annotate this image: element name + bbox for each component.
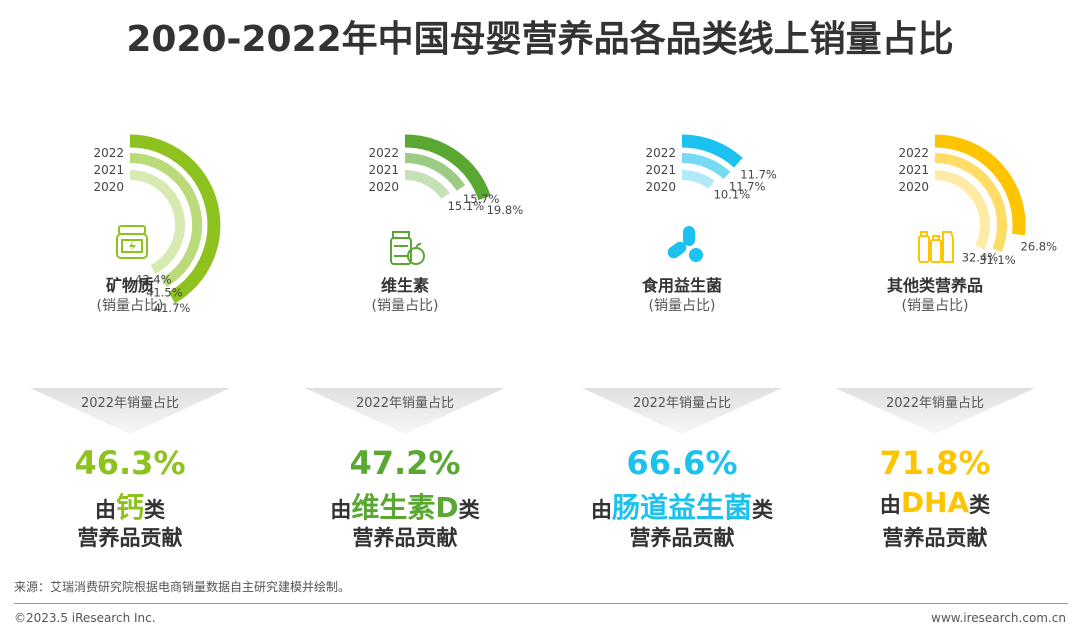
chevron-label: 2022年销量占比 [632,396,732,411]
legend-year: 2020 [645,180,676,194]
arc-2021 [404,152,466,191]
contributor-highlight: 钙 [115,491,144,524]
contributor-prefix: 由 [590,498,612,522]
radial-chart-2: 2022 2021 2020 19.8%15.7%15.1% [368,134,524,217]
contributor-caption: 营养品贡献 [77,526,183,550]
radial-charts: 2022 2021 2020 41.7%41.5%42.4% 2022 2021 2020 1… [93,134,1058,315]
arc-2022 [934,134,1026,236]
value-label-2022: 11.7% [740,168,777,182]
legend-year: 2021 [898,163,929,177]
contributor-prefix: 由 [879,493,901,517]
value-label-2020: 32.4% [962,250,999,264]
contributor-prefix: 由 [330,498,352,522]
legend-year: 2020 [368,180,399,194]
category-name: 矿物质 [105,276,154,295]
value-label-2021: 41.5% [146,286,183,300]
arc-2021 [934,153,1007,252]
capsule-icon [663,222,707,266]
contributor-caption: 营养品贡献 [352,526,458,550]
arc-2021 [681,153,731,180]
value-label-2020: 15.1% [448,199,485,213]
highlight-percentage: 66.6% [626,444,738,482]
contributor-line: 由DHA类 [810,486,1060,519]
category-name: 其他类营养品 [886,276,983,295]
value-label-2022: 41.7% [154,301,191,315]
contributor-suffix: 类 [458,498,480,522]
website-link[interactable]: www.iresearch.com.cn [931,611,1066,625]
value-label-2022: 19.8% [487,203,524,217]
value-label-2021: 11.7% [729,179,766,193]
chevron-down-icon [305,388,505,434]
arc-2022 [681,134,743,168]
legend-year: 2022 [368,146,399,160]
arc-2020 [934,170,990,250]
jar-icon [110,220,154,264]
value-label-2020: 42.4% [135,272,172,286]
arc-2020 [681,170,715,189]
chevron-label: 2022年销量占比 [885,396,985,411]
legend-year: 2021 [645,163,676,177]
legend-year: 2022 [898,146,929,160]
category-name: 维生素 [380,276,429,295]
footer-divider [14,603,1068,604]
category-name: 食用益生菌 [641,276,722,295]
value-label-2022: 26.8% [1021,240,1058,254]
radial-chart-1: 2022 2021 2020 41.7%41.5%42.4% [93,134,221,315]
radial-chart-4: 2022 2021 2020 26.8% 31.1%32.4% [898,134,1058,267]
category-subtitle: (销量占比) [648,298,716,314]
arc-2021 [129,153,203,288]
legend-year: 2022 [645,146,676,160]
contributor-highlight: 肠道益生菌 [611,491,752,524]
arc-2020 [129,170,185,274]
vitamin-bottle-icon [385,226,429,270]
category-subtitle: (销量占比) [96,298,164,314]
contributor-caption: 营养品贡献 [629,526,735,550]
chevron-down-icon [30,388,230,434]
chevron-label: 2022年销量占比 [80,396,180,411]
contributor-highlight: 维生素D [351,491,459,524]
chevron-label: 2022年销量占比 [355,396,455,411]
page-title: 2020-2022年中国母婴营养品各品类线上销量占比 [126,19,954,60]
arc-2020 [404,170,450,199]
contributor-line: 由维生素D类 [280,486,530,526]
copyright: ©2023.5 iResearch Inc. [14,611,156,625]
value-label-2021: 15.7% [463,192,500,206]
bottles-icon [915,224,959,268]
category-subtitle: (销量占比) [901,298,969,314]
arc-2022 [404,134,491,201]
contributor-caption: 营养品贡献 [882,526,988,550]
highlight-percentage: 71.8% [879,444,991,482]
legend-year: 2020 [898,180,929,194]
contributor-line: 由钙类 [5,486,255,526]
chevron-down-icon [582,388,782,434]
contributor-prefix: 由 [94,498,116,522]
legend-year: 2022 [93,146,124,160]
highlight-percentage: 46.3% [74,444,186,482]
contributor-suffix: 类 [144,498,165,522]
contributor-suffix: 类 [752,498,773,522]
legend-year: 2021 [368,163,399,177]
legend-year: 2020 [93,180,124,194]
value-label-2021: 31.1% [979,253,1016,267]
arc-2022 [129,134,221,304]
contributor-suffix: 类 [969,493,991,517]
highlight-percentage: 47.2% [349,444,461,482]
contributor-line: 由肠道益生菌类 [557,486,807,526]
value-label-2020: 10.1% [714,188,751,202]
legend-year: 2021 [93,163,124,177]
contributor-highlight: DHA [900,486,970,519]
chevron-down-icon [835,388,1035,434]
source-note: 来源：艾瑞消费研究院根据电商销量数据自主研究建模并绘制。 [14,580,351,594]
category-subtitle: (销量占比) [371,298,439,314]
